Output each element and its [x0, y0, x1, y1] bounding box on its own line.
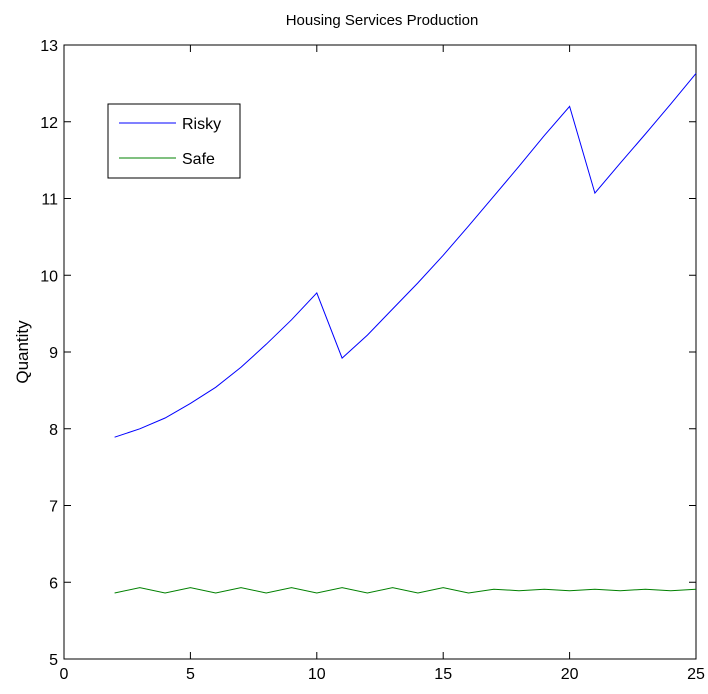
y-tick-label: 9: [49, 345, 58, 362]
legend-label-risky: Risky: [182, 116, 221, 133]
y-tick-label: 10: [40, 268, 58, 285]
chart-title: Housing Services Production: [286, 12, 479, 29]
series-lines: [114, 73, 697, 594]
y-tick-label: 12: [40, 115, 58, 132]
y-axis-label: Quantity: [13, 320, 32, 384]
series-line-safe: [114, 587, 697, 594]
legend-box: [107, 103, 241, 179]
x-tick-label: 0: [60, 666, 69, 683]
y-tick-label: 13: [40, 38, 58, 55]
legend: Risky Safe: [107, 103, 241, 179]
y-tick-label: 8: [49, 422, 58, 439]
y-tick-label: 11: [41, 192, 58, 209]
y-tick-label: 7: [49, 499, 58, 516]
x-tick-label: 25: [687, 666, 705, 683]
x-tick-label: 15: [434, 666, 452, 683]
x-tick-label: 5: [186, 666, 195, 683]
series-line-risky: [114, 73, 697, 438]
y-tick-label: 5: [49, 652, 58, 669]
x-tick-label: 20: [561, 666, 579, 683]
y-tick-label: 6: [49, 575, 58, 592]
x-tick-label: 10: [308, 666, 326, 683]
axis-ticks: [63, 44, 697, 660]
legend-label-safe: Safe: [182, 151, 215, 168]
